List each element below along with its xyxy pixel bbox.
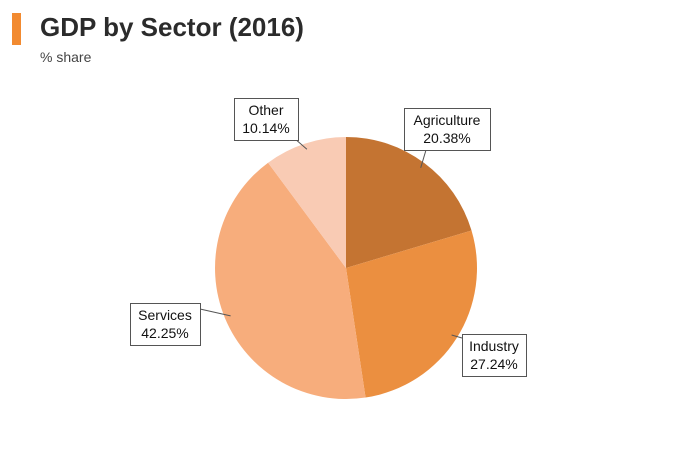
- slice-label-box: [404, 108, 491, 151]
- slice-label-value: 42.25%: [141, 325, 188, 341]
- pie-slice-agriculture: [346, 137, 472, 268]
- chart-title: GDP by Sector (2016): [40, 12, 304, 42]
- leader-line-agriculture: [420, 149, 427, 168]
- slice-label-value: 20.38%: [423, 130, 470, 146]
- slice-label-value: 27.24%: [470, 356, 517, 372]
- pie-slice-other: [268, 137, 346, 268]
- slice-label-agriculture: Agriculture 20.38%: [404, 108, 491, 151]
- slice-label-box: [462, 334, 527, 377]
- slice-label-industry: Industry 27.24%: [462, 334, 527, 377]
- slice-label-name: Industry: [469, 338, 519, 354]
- slice-label-name: Services: [138, 307, 192, 323]
- slice-label-name: Other: [248, 102, 283, 118]
- pie-slices: [215, 137, 477, 399]
- pie-slice-services: [215, 162, 366, 399]
- slice-label-value: 10.14%: [242, 120, 289, 136]
- slice-label-name: Agriculture: [414, 112, 481, 128]
- slice-label-box: [234, 98, 299, 141]
- pie-slice-industry: [346, 230, 477, 398]
- chart-subtitle: % share: [40, 49, 92, 65]
- leader-line-services: [199, 308, 231, 317]
- leader-line-industry: [451, 334, 463, 339]
- slice-label-other: Other 10.14%: [234, 98, 299, 141]
- slice-label-box: [130, 303, 201, 346]
- slice-label-services: Services 42.25%: [130, 303, 201, 346]
- title-accent-bar: [12, 13, 21, 45]
- slice-labels: Agriculture 20.38% Industry 27.24% Services 4…: [130, 98, 527, 377]
